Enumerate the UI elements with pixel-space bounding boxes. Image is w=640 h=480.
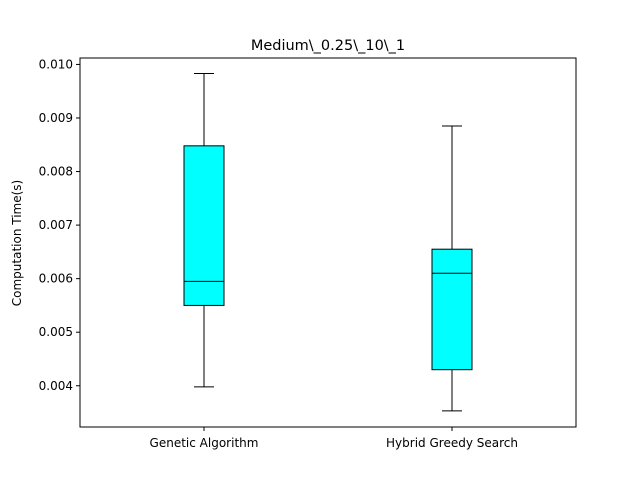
axes-frame — [79, 57, 577, 428]
y-tick-label: 0.005 — [39, 325, 73, 339]
box-1 — [183, 73, 225, 388]
box-body — [431, 248, 473, 371]
plot-area: 0.004 0.005 0.006 0.007 0.008 0.009 0.010 Genet… — [39, 57, 577, 450]
x-tick-label: Genetic Algorithm — [150, 436, 259, 450]
y-tick-label: 0.009 — [39, 111, 73, 125]
chart-title: Medium\_0.25\_10\_1 — [251, 38, 405, 54]
y-axis-label: Computation Time(s) — [10, 180, 24, 306]
box-2 — [431, 125, 473, 412]
y-tick-label: 0.004 — [39, 379, 73, 393]
y-tick-label: 0.008 — [39, 165, 73, 179]
x-tick-label: Hybrid Greedy Search — [386, 436, 518, 450]
y-tick-label: 0.010 — [39, 57, 73, 71]
box-body — [183, 145, 225, 306]
y-tick-label: 0.007 — [39, 218, 73, 232]
y-tick-label: 0.006 — [39, 272, 73, 286]
